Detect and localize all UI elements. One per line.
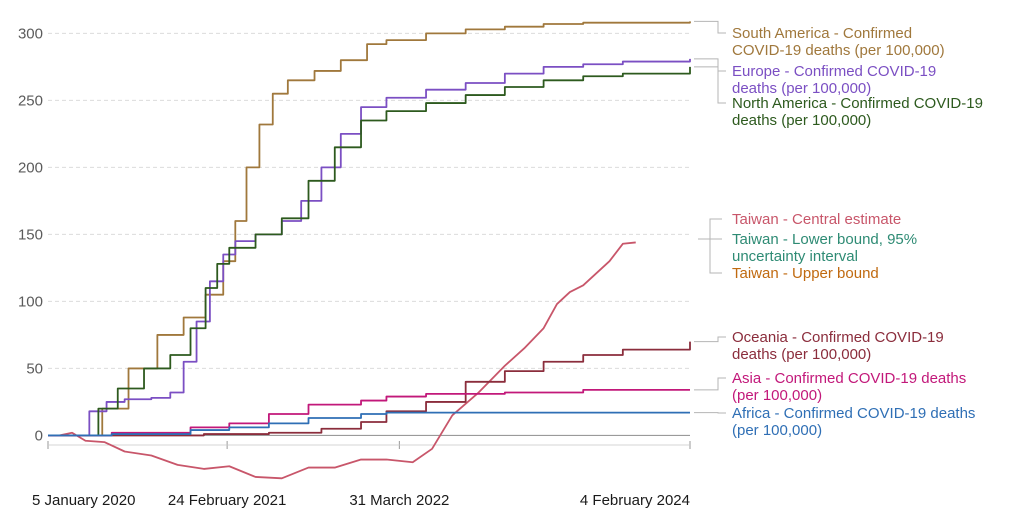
x-tick-label: 4 February 2024	[580, 492, 690, 509]
legend-label: Taiwan - Upper bound	[732, 265, 879, 282]
legend-leader-6	[694, 336, 726, 343]
legend-leader-1	[694, 58, 726, 72]
series-line-6	[48, 341, 691, 437]
legend-label: Oceania - Confirmed COVID-19	[732, 329, 944, 346]
legend-label: (per 100,000)	[732, 422, 822, 439]
legend-label: (per 100,000)	[732, 387, 822, 404]
legend-label: Europe - Confirmed COVID-19	[732, 63, 936, 80]
legend-leader-7	[694, 377, 726, 391]
series-line-3	[48, 241, 636, 480]
x-axis: 5 January 2020 24 February 2021 31 March 2…	[32, 441, 691, 509]
series-line-0	[48, 21, 691, 437]
legend-label: deaths (per 100,000)	[732, 80, 871, 97]
series-line-2	[48, 66, 691, 437]
legend-label: uncertainty interval	[732, 248, 858, 265]
legend-label: deaths (per 100,000)	[732, 346, 871, 363]
y-tick-label: 250	[18, 92, 43, 109]
y-tick-label: 200	[18, 159, 43, 176]
x-tick-label: 31 March 2022	[349, 492, 449, 509]
legend-leader-2	[694, 66, 726, 104]
legend-leader-taiwan	[698, 218, 722, 274]
y-tick-label: 100	[18, 293, 43, 310]
x-tick-label: 24 February 2021	[168, 492, 286, 509]
y-tick-label: 300	[18, 25, 43, 42]
series-lines	[48, 21, 691, 480]
legend-label: North America - Confirmed COVID-19	[732, 95, 983, 112]
legend-label: Taiwan - Central estimate	[732, 211, 901, 228]
legend-label: COVID-19 deaths (per 100,000)	[732, 42, 945, 59]
y-tick-label: 0	[35, 427, 43, 444]
y-tick-label: 150	[18, 226, 43, 243]
legend-label: Asia - Confirmed COVID-19 deaths	[732, 370, 966, 387]
x-tick-label: 5 January 2020	[32, 492, 135, 509]
series-line-8	[48, 411, 690, 437]
legend-label: South America - Confirmed	[732, 25, 912, 42]
legend-leader-0	[694, 20, 726, 34]
y-tick-label: 50	[26, 360, 43, 377]
legend-label: deaths (per 100,000)	[732, 112, 871, 129]
legend-label: Africa - Confirmed COVID-19 deaths	[732, 405, 975, 422]
legend-label: Taiwan - Lower bound, 95%	[732, 231, 917, 248]
